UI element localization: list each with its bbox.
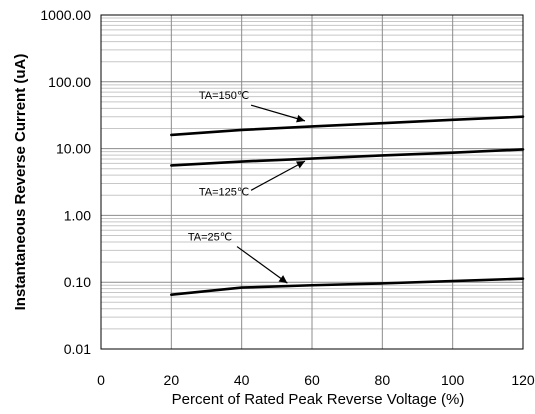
y-tick-label-1: 0.10 [64, 274, 91, 290]
annotation-label-0: TA=150℃ [199, 90, 249, 102]
series-lines [170, 115, 525, 296]
y-tick-label-5: 1000.00 [40, 7, 91, 23]
annotation-label-1: TA=125℃ [199, 186, 249, 198]
x-tick-label-1: 20 [164, 372, 180, 388]
annotation-label-2: TA=25℃ [188, 232, 232, 244]
x-tick-label-6: 120 [511, 372, 535, 388]
series-line-0 [170, 115, 525, 137]
series-line-1 [170, 148, 525, 167]
y-tick-label-3: 10.00 [56, 141, 91, 157]
y-tick-label-0: 0.01 [64, 341, 91, 357]
tick-labels: 0.01 0.10 1.00 10.00 100.00 1000.00 0 20 40 60 80 1… [40, 7, 535, 388]
x-axis-title: Percent of Rated Peak Reverse Voltage (%… [172, 391, 465, 408]
annotation-arrowhead-2 [278, 275, 288, 284]
plot-border [100, 14, 524, 350]
x-tick-label-5: 100 [441, 372, 465, 388]
annotations: TA=150℃ TA=125℃ TA=25℃ [188, 90, 306, 284]
x-tick-label-3: 60 [304, 372, 320, 388]
x-tick-label-2: 40 [234, 372, 250, 388]
y-tick-label-4: 100.00 [48, 74, 91, 90]
y-axis-title: Instantaneous Reverse Current (uA) [12, 54, 29, 311]
annotation-arrow-line-0 [250, 104, 306, 122]
x-tick-label-0: 0 [97, 372, 105, 388]
annotation-arrow-line-1 [250, 160, 306, 191]
annotation-arrowhead-1 [295, 161, 305, 169]
x-tick-label-4: 80 [375, 372, 391, 388]
annotation-arrowhead-0 [296, 114, 305, 123]
y-tick-label-2: 1.00 [64, 207, 91, 223]
annotation-arrow-line-2 [236, 246, 288, 284]
series-line-2 [170, 277, 525, 296]
